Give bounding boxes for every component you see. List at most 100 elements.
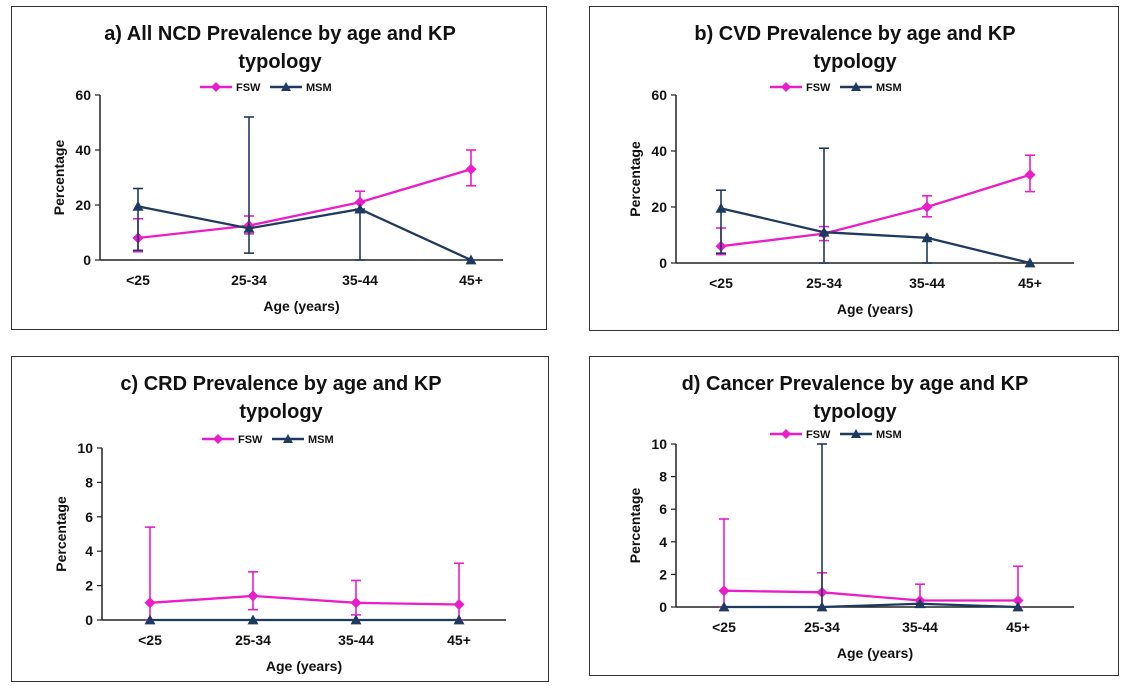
legend-marker-msm [283, 434, 293, 443]
data-point-msm [718, 601, 730, 612]
chart-title: typology [239, 401, 323, 423]
data-point-fsw [718, 585, 730, 597]
y-tick-label: 0 [85, 612, 93, 628]
x-axis-label: Age (years) [263, 298, 339, 314]
legend-marker-fsw [781, 429, 791, 439]
legend-marker-fsw [213, 434, 223, 444]
x-tick-label: <25 [712, 619, 736, 635]
legend-marker-msm [851, 82, 861, 91]
series-line-msm [720, 207, 1031, 265]
x-tick-label: 35-44 [338, 632, 374, 648]
x-tick-label: 35-44 [902, 619, 938, 635]
data-point-msm [350, 614, 362, 625]
data-point-msm [914, 598, 926, 609]
legend-label-msm: MSM [876, 429, 902, 441]
x-axis-label: Age (years) [837, 645, 913, 661]
data-point-fsw [921, 201, 933, 213]
y-axis-label: Percentage [627, 141, 643, 217]
legend-marker-fsw [781, 82, 791, 92]
y-tick-label: 4 [659, 534, 667, 550]
x-tick-label: 25-34 [235, 632, 271, 648]
x-tick-label: 35-44 [909, 275, 945, 291]
y-tick-label: 2 [85, 578, 93, 594]
data-point-msm [243, 222, 255, 233]
y-tick-label: 4 [85, 543, 93, 559]
chart-title: typology [813, 51, 897, 73]
legend: FSW MSM [770, 82, 902, 94]
y-tick-label: 8 [85, 474, 93, 490]
x-tick-label: <25 [709, 275, 733, 291]
y-tick-label: 20 [651, 199, 667, 215]
legend: FSW MSM [200, 82, 332, 94]
data-point-fsw [1012, 594, 1024, 606]
y-tick-label: 60 [651, 87, 667, 103]
chart-svg: b) CVD Prevalence by age and KP typology F… [627, 23, 1074, 317]
legend-label-fsw: FSW [806, 429, 831, 441]
chart-title: a) All NCD Prevalence by age and KP [104, 23, 456, 45]
legend-label-msm: MSM [876, 82, 902, 94]
y-tick-label: 20 [75, 197, 91, 213]
data-point-fsw [465, 163, 477, 175]
chart-title: c) CRD Prevalence by age and KP [120, 373, 441, 395]
legend-marker-msm [281, 82, 291, 91]
data-point-fsw [350, 597, 362, 609]
y-tick-label: 40 [75, 142, 91, 158]
legend-label-fsw: FSW [806, 82, 831, 94]
data-point-msm [465, 254, 477, 265]
data-point-fsw [144, 597, 156, 609]
y-tick-label: 2 [659, 566, 667, 582]
data-point-msm [354, 203, 366, 214]
x-axis-label: Age (years) [837, 301, 913, 317]
x-tick-label: 25-34 [806, 275, 842, 291]
y-tick-label: 60 [75, 87, 91, 103]
y-tick-label: 6 [659, 501, 667, 517]
legend-marker-msm [851, 429, 861, 438]
chart-svg: c) CRD Prevalence by age and KP typology F… [53, 373, 506, 674]
chart-title: d) Cancer Prevalence by age and KP [682, 373, 1029, 395]
y-tick-label: 0 [83, 252, 91, 268]
chart-svg: d) Cancer Prevalence by age and KP typolo… [627, 373, 1074, 661]
data-point-msm [715, 202, 727, 213]
chart-title: typology [238, 51, 322, 73]
legend: FSW MSM [202, 434, 334, 446]
legend-label-msm: MSM [306, 82, 332, 94]
data-point-fsw [247, 590, 259, 602]
y-tick-label: 0 [659, 255, 667, 271]
data-point-fsw [354, 196, 366, 208]
chart-svg: a) All NCD Prevalence by age and KP typol… [51, 23, 503, 314]
x-tick-label: 45+ [1006, 619, 1030, 635]
chart-panel-d: d) Cancer Prevalence by age and KP typolo… [589, 356, 1119, 676]
chart-title: b) CVD Prevalence by age and KP [694, 23, 1015, 45]
x-tick-label: 45+ [1018, 275, 1042, 291]
data-point-msm [818, 226, 830, 237]
x-tick-label: 25-34 [231, 272, 267, 288]
chart-title: typology [813, 401, 897, 423]
data-point-fsw [1024, 169, 1036, 181]
x-tick-label: 35-44 [342, 272, 378, 288]
series-line-fsw [149, 594, 460, 606]
series-line-fsw [720, 173, 1031, 248]
legend-label-fsw: FSW [236, 82, 261, 94]
y-axis-label: Percentage [627, 488, 643, 564]
y-axis-label: Percentage [51, 140, 67, 216]
y-tick-label: 8 [659, 469, 667, 485]
y-tick-label: 10 [651, 436, 667, 452]
y-tick-label: 40 [651, 143, 667, 159]
legend-label-fsw: FSW [238, 434, 263, 446]
series-line-msm [724, 602, 1019, 609]
legend-marker-fsw [211, 82, 221, 92]
y-tick-label: 0 [659, 599, 667, 615]
series-line-msm [137, 205, 472, 262]
x-axis-label: Age (years) [266, 658, 342, 674]
data-point-msm [1012, 601, 1024, 612]
series-line-fsw [723, 589, 1018, 602]
data-point-msm [144, 614, 156, 625]
y-tick-label: 6 [85, 509, 93, 525]
y-axis-label: Percentage [53, 496, 69, 572]
x-tick-label: 45+ [447, 632, 471, 648]
legend: FSW MSM [770, 429, 902, 441]
data-point-msm [1024, 257, 1036, 268]
x-tick-label: 25-34 [804, 619, 840, 635]
series-line-fsw [137, 168, 472, 240]
x-tick-label: 45+ [459, 272, 483, 288]
